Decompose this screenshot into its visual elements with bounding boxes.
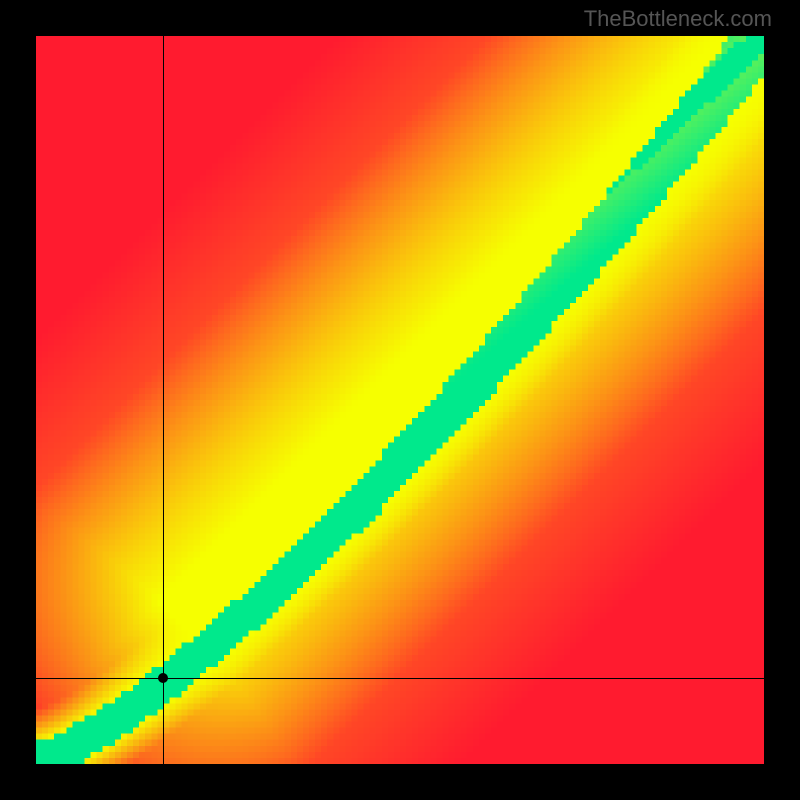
- watermark: TheBottleneck.com: [584, 6, 772, 32]
- crosshair-horizontal: [36, 678, 764, 679]
- crosshair-vertical: [163, 36, 164, 764]
- heatmap-canvas: [36, 36, 764, 764]
- crosshair-marker-dot: [158, 673, 168, 683]
- heatmap-plot: [36, 36, 764, 764]
